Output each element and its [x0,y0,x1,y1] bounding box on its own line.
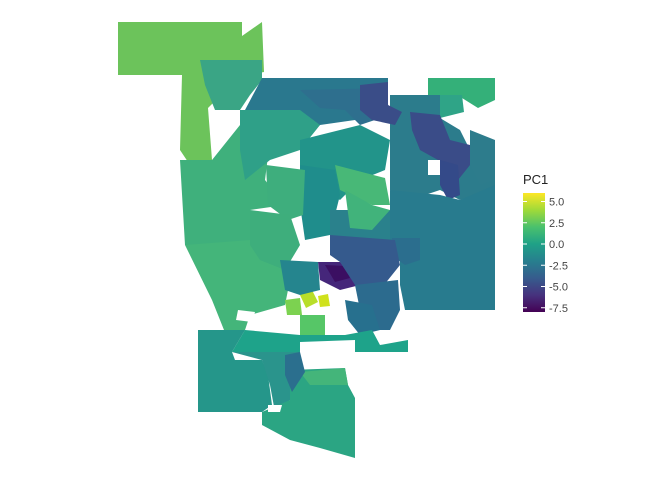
map-gaps [236,160,440,412]
region-northeast-top[interactable] [428,78,495,108]
legend-tick-label: 2.5 [549,218,564,230]
region-northwest[interactable] [118,22,264,165]
region-dark-north[interactable] [360,82,402,125]
region-far-south-east[interactable] [262,368,355,458]
gap-west-notch [236,310,255,322]
region-southwest-wedge[interactable] [185,240,290,350]
region-core-mid[interactable] [330,235,400,290]
region-east-inner[interactable] [392,238,420,265]
legend-tick-label: -5.0 [549,282,568,294]
legend: PC1 5.0 2.5 0.0 -2.5 -5.0 -7.5 [523,172,568,315]
region-west-mid[interactable] [240,110,320,180]
region-south-green-strip[interactable] [300,368,348,385]
gap-mid-notch [300,340,355,352]
region-central-green[interactable] [335,165,390,205]
legend-tick-label: -2.5 [549,260,568,272]
legend-ticks: 5.0 2.5 0.0 -2.5 -5.0 -7.5 [523,197,568,315]
map-regions [118,22,495,458]
region-core-south[interactable] [345,300,380,335]
region-far-south-west[interactable] [198,330,272,412]
region-east-right-north[interactable] [470,130,495,185]
region-south-dark-strip[interactable] [285,352,305,392]
region-southwest-inner[interactable] [250,210,300,270]
gap-south-notch [268,405,282,412]
region-yellow-patch[interactable] [300,290,318,308]
region-east-dark-strip[interactable] [440,160,460,200]
legend-tick-label: 5.0 [549,197,564,209]
region-central-light[interactable] [345,190,390,230]
legend-tick-label: 0.0 [549,239,564,251]
region-south-belt[interactable] [232,330,408,352]
region-core-darkest[interactable] [325,265,350,282]
region-teal-south-mid[interactable] [280,260,320,295]
region-central-green-2[interactable] [266,165,305,220]
gap-north-notch [428,160,440,175]
region-lime-patch[interactable] [285,298,302,315]
region-yellow-patch-2[interactable] [318,294,330,307]
region-dark-cluster[interactable] [410,112,470,180]
region-north-west-strip[interactable] [200,60,262,110]
region-east-large[interactable] [390,185,495,310]
legend-tick-label: -7.5 [549,303,568,315]
legend-colorbar [523,193,545,312]
legend-title: PC1 [523,172,548,187]
region-green-south[interactable] [300,315,325,335]
region-far-south-mid[interactable] [232,352,300,412]
